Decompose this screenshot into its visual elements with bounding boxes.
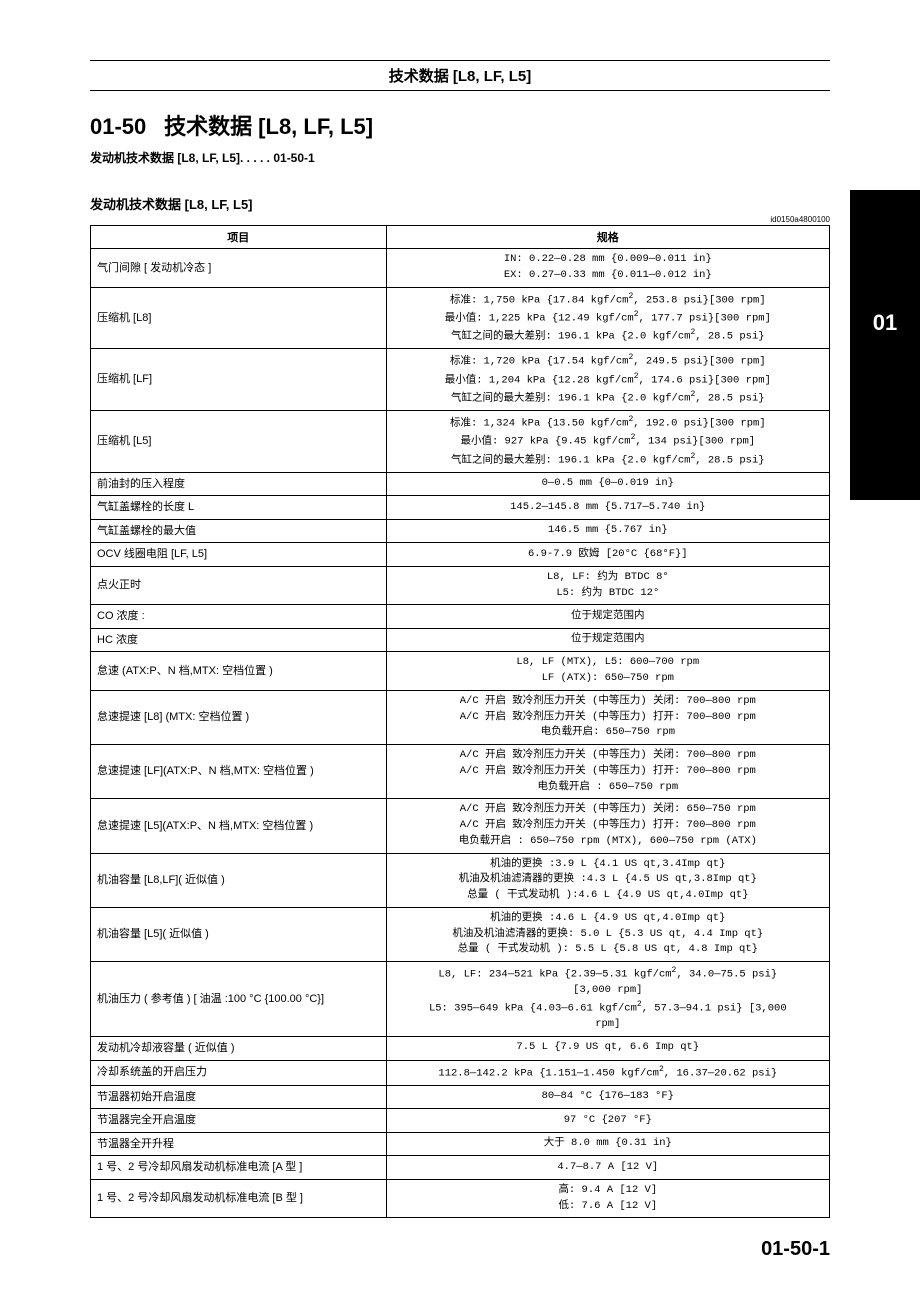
table-row: 怠速提速 [L8] (MTX: 空档位置 )A/C 开启 致冷剂压力开关 (中等… — [91, 690, 830, 744]
row-label: 冷却系统盖的开启压力 — [91, 1060, 387, 1085]
row-label: 机油压力 ( 参考值 ) [ 油温 :100 °C {100.00 °C}] — [91, 962, 387, 1037]
table-row: 压缩机 [L8]标准: 1,750 kPa {17.84 kgf/cm2, 25… — [91, 287, 830, 349]
row-label: 发动机冷却液容量 ( 近似值 ) — [91, 1037, 387, 1061]
table-row: 前油封的压入程度0—0.5 mm {0—0.019 in} — [91, 472, 830, 496]
row-label: 前油封的压入程度 — [91, 472, 387, 496]
row-value: 7.5 L {7.9 US qt, 6.6 Imp qt} — [386, 1037, 829, 1061]
table-row: 气门间隙 [ 发动机冷态 ]IN: 0.22—0.28 mm {0.009—0.… — [91, 249, 830, 288]
row-value: L8, LF: 234—521 kPa {2.39—5.31 kgf/cm2, … — [386, 962, 829, 1037]
row-value: 4.7—8.7 A [12 V] — [386, 1156, 829, 1180]
section-subref: 发动机技术数据 [L8, LF, L5]. . . . . 01-50-1 — [90, 149, 830, 166]
row-label: 气缸盖螺栓的长度 L — [91, 496, 387, 520]
table-row: 发动机冷却液容量 ( 近似值 )7.5 L {7.9 US qt, 6.6 Im… — [91, 1037, 830, 1061]
table-row: 1 号、2 号冷却风扇发动机标准电流 [B 型 ]高: 9.4 A [12 V]… — [91, 1179, 830, 1218]
row-value: 145.2—145.8 mm {5.717—5.740 in} — [386, 496, 829, 520]
row-label: 怠速提速 [LF](ATX:P、N 档,MTX: 空档位置 ) — [91, 745, 387, 799]
table-row: 机油压力 ( 参考值 ) [ 油温 :100 °C {100.00 °C}]L8… — [91, 962, 830, 1037]
table-row: 怠速 (ATX:P、N 档,MTX: 空档位置 )L8, LF (MTX), L… — [91, 652, 830, 691]
row-label: CO 浓度 : — [91, 605, 387, 629]
row-value: 机油的更换 :3.9 L {4.1 US qt,3.4Imp qt}机油及机油滤… — [386, 853, 829, 907]
row-label: 节温器完全开启温度 — [91, 1109, 387, 1133]
section-title: 技术数据 [L8, LF, L5] — [164, 114, 373, 139]
row-value: 机油的更换 :4.6 L {4.9 US qt,4.0Imp qt}机油及机油滤… — [386, 907, 829, 961]
row-value: 大于 8.0 mm {0.31 in} — [386, 1132, 829, 1156]
doc-id: id0150a4800100 — [90, 215, 830, 224]
row-label: 点火正时 — [91, 566, 387, 605]
row-label: 1 号、2 号冷却风扇发动机标准电流 [B 型 ] — [91, 1179, 387, 1218]
table-row: 气缸盖螺栓的最大值146.5 mm {5.767 in} — [91, 519, 830, 543]
row-value: 80—84 °C {176—183 °F} — [386, 1085, 829, 1109]
row-value: 位于规定范围内 — [386, 628, 829, 652]
table-row: 点火正时L8, LF: 约为 BTDC 8°L5: 约为 BTDC 12° — [91, 566, 830, 605]
row-label: 机油容量 [L5]( 近似值 ) — [91, 907, 387, 961]
row-label: 怠速提速 [L5](ATX:P、N 档,MTX: 空档位置 ) — [91, 799, 387, 853]
row-value: 6.9-7.9 欧姆 [20°C {68°F}] — [386, 543, 829, 567]
row-label: OCV 线圈电阻 [LF, L5] — [91, 543, 387, 567]
section-number: 01-50 — [90, 114, 146, 139]
table-row: CO 浓度 :位于规定范围内 — [91, 605, 830, 629]
spec-table: 项目 规格 气门间隙 [ 发动机冷态 ]IN: 0.22—0.28 mm {0.… — [90, 225, 830, 1218]
table-row: 节温器完全开启温度97 °C {207 °F} — [91, 1109, 830, 1133]
table-row: 气缸盖螺栓的长度 L145.2—145.8 mm {5.717—5.740 in… — [91, 496, 830, 520]
col-item: 项目 — [91, 226, 387, 249]
row-value: 97 °C {207 °F} — [386, 1109, 829, 1133]
row-label: 气门间隙 [ 发动机冷态 ] — [91, 249, 387, 288]
page-content: 技术数据 [L8, LF, L5] 01-50 技术数据 [L8, LF, L5… — [0, 0, 920, 1301]
row-value: A/C 开启 致冷剂压力开关 (中等压力) 关闭: 650—750 rpmA/C… — [386, 799, 829, 853]
row-value: 标准: 1,750 kPa {17.84 kgf/cm2, 253.8 psi}… — [386, 287, 829, 349]
row-value: A/C 开启 致冷剂压力开关 (中等压力) 关闭: 700—800 rpmA/C… — [386, 745, 829, 799]
row-label: 气缸盖螺栓的最大值 — [91, 519, 387, 543]
table-row: 压缩机 [LF]标准: 1,720 kPa {17.54 kgf/cm2, 24… — [91, 349, 830, 411]
table-title: 发动机技术数据 [L8, LF, L5] — [90, 194, 830, 213]
table-row: 节温器初始开启温度80—84 °C {176—183 °F} — [91, 1085, 830, 1109]
table-row: 压缩机 [L5]标准: 1,324 kPa {13.50 kgf/cm2, 19… — [91, 411, 830, 473]
row-value: 112.8—142.2 kPa {1.151—1.450 kgf/cm2, 16… — [386, 1060, 829, 1085]
table-row: 怠速提速 [L5](ATX:P、N 档,MTX: 空档位置 )A/C 开启 致冷… — [91, 799, 830, 853]
row-value: 高: 9.4 A [12 V]低: 7.6 A [12 V] — [386, 1179, 829, 1218]
row-value: L8, LF: 约为 BTDC 8°L5: 约为 BTDC 12° — [386, 566, 829, 605]
table-row: 怠速提速 [LF](ATX:P、N 档,MTX: 空档位置 )A/C 开启 致冷… — [91, 745, 830, 799]
row-label: 节温器全开升程 — [91, 1132, 387, 1156]
table-row: 节温器全开升程大于 8.0 mm {0.31 in} — [91, 1132, 830, 1156]
row-label: HC 浓度 — [91, 628, 387, 652]
section-heading: 01-50 技术数据 [L8, LF, L5] — [90, 109, 830, 141]
row-value: 位于规定范围内 — [386, 605, 829, 629]
col-spec: 规格 — [386, 226, 829, 249]
row-label: 压缩机 [L8] — [91, 287, 387, 349]
row-label: 机油容量 [L8,LF]( 近似值 ) — [91, 853, 387, 907]
row-value: 0—0.5 mm {0—0.019 in} — [386, 472, 829, 496]
row-value: L8, LF (MTX), L5: 600—700 rpmLF (ATX): 6… — [386, 652, 829, 691]
row-label: 节温器初始开启温度 — [91, 1085, 387, 1109]
page-header: 技术数据 [L8, LF, L5] — [90, 60, 830, 91]
row-label: 压缩机 [L5] — [91, 411, 387, 473]
table-row: 1 号、2 号冷却风扇发动机标准电流 [A 型 ]4.7—8.7 A [12 V… — [91, 1156, 830, 1180]
row-value: A/C 开启 致冷剂压力开关 (中等压力) 关闭: 700—800 rpmA/C… — [386, 690, 829, 744]
row-label: 怠速 (ATX:P、N 档,MTX: 空档位置 ) — [91, 652, 387, 691]
row-label: 1 号、2 号冷却风扇发动机标准电流 [A 型 ] — [91, 1156, 387, 1180]
row-label: 怠速提速 [L8] (MTX: 空档位置 ) — [91, 690, 387, 744]
table-row: 机油容量 [L8,LF]( 近似值 )机油的更换 :3.9 L {4.1 US … — [91, 853, 830, 907]
table-row: OCV 线圈电阻 [LF, L5]6.9-7.9 欧姆 [20°C {68°F}… — [91, 543, 830, 567]
row-value: IN: 0.22—0.28 mm {0.009—0.011 in}EX: 0.2… — [386, 249, 829, 288]
row-value: 标准: 1,324 kPa {13.50 kgf/cm2, 192.0 psi}… — [386, 411, 829, 473]
page-footer: 01-50-1 — [90, 1238, 830, 1261]
table-row: 机油容量 [L5]( 近似值 )机油的更换 :4.6 L {4.9 US qt,… — [91, 907, 830, 961]
row-value: 146.5 mm {5.767 in} — [386, 519, 829, 543]
table-row: 冷却系统盖的开启压力112.8—142.2 kPa {1.151—1.450 k… — [91, 1060, 830, 1085]
row-label: 压缩机 [LF] — [91, 349, 387, 411]
table-header-row: 项目 规格 — [91, 226, 830, 249]
table-row: HC 浓度位于规定范围内 — [91, 628, 830, 652]
row-value: 标准: 1,720 kPa {17.54 kgf/cm2, 249.5 psi}… — [386, 349, 829, 411]
